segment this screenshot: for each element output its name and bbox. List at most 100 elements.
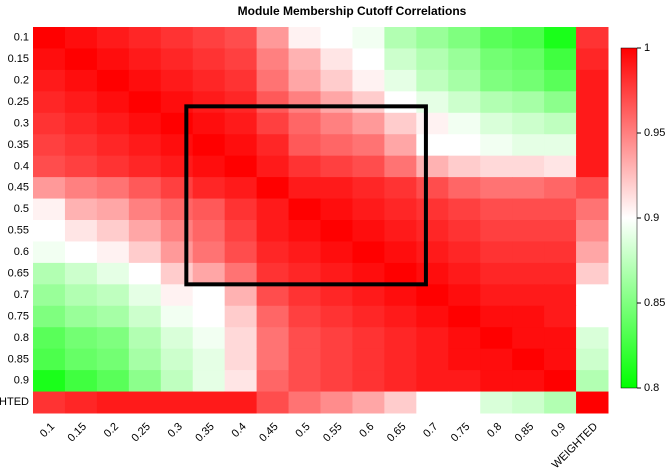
heatmap-cell xyxy=(544,305,577,328)
heatmap-cell xyxy=(352,305,385,328)
heatmap-cell xyxy=(64,262,98,285)
heatmap-cell xyxy=(224,27,258,49)
heatmap-cell xyxy=(33,327,66,350)
heatmap-cell xyxy=(256,48,290,71)
heatmap-cell xyxy=(512,327,545,350)
heatmap-cell xyxy=(288,112,321,135)
heatmap-cell xyxy=(288,69,321,92)
heatmap-cell xyxy=(33,391,66,414)
heatmap-cell xyxy=(128,262,162,285)
heatmap-cell xyxy=(64,177,98,200)
heatmap-cell xyxy=(160,112,194,135)
heatmap-cell xyxy=(256,134,290,157)
y-tick-label: 0.75 xyxy=(8,310,29,322)
heatmap-cell xyxy=(192,91,226,114)
heatmap-cell xyxy=(384,305,417,328)
y-tick-label: 0.65 xyxy=(8,268,29,280)
heatmap-cell xyxy=(576,284,609,307)
heatmap-cell xyxy=(288,262,321,285)
heatmap-cell xyxy=(160,27,194,49)
heatmap-cell xyxy=(448,27,481,49)
heatmap-cell xyxy=(352,112,385,135)
heatmap-cell xyxy=(576,327,609,350)
heatmap-cell xyxy=(320,48,353,71)
heatmap-cell xyxy=(160,370,194,393)
heatmap-cell xyxy=(544,112,577,135)
heatmap-cell xyxy=(288,241,321,264)
heatmap-cell xyxy=(576,27,609,49)
heatmap-cell xyxy=(128,220,162,242)
heatmap-cell xyxy=(128,155,162,178)
heatmap-cell xyxy=(224,370,258,393)
x-tick-label: 0.5 xyxy=(293,421,312,440)
heatmap-cell xyxy=(96,327,130,350)
heatmap-cell xyxy=(352,69,385,92)
heatmap-cell xyxy=(224,91,258,114)
heatmap-cell xyxy=(320,262,353,285)
heatmap-cell xyxy=(320,112,353,135)
heatmap-cell xyxy=(352,27,385,49)
heatmap-cell xyxy=(128,391,162,414)
colorbar-tick-label: 0.8 xyxy=(644,382,659,394)
heatmap-cell xyxy=(416,305,449,328)
heatmap-cell xyxy=(96,27,130,49)
heatmap-cell xyxy=(352,391,385,414)
heatmap-cell xyxy=(416,134,449,157)
heatmap-cell xyxy=(512,48,545,71)
heatmap-cell xyxy=(33,348,66,371)
heatmap-cell xyxy=(576,48,609,71)
heatmap-cell xyxy=(448,262,481,285)
colorbar-tick-label: 0.85 xyxy=(644,297,665,309)
heatmap-cell xyxy=(416,198,449,221)
heatmap-cell xyxy=(544,91,577,114)
colorbar-tick-label: 0.95 xyxy=(644,127,665,139)
heatmap-cell xyxy=(320,327,353,350)
heatmap-cell xyxy=(224,220,258,242)
heatmap-cell xyxy=(288,370,321,393)
heatmap-cell xyxy=(96,241,130,264)
heatmap-cell xyxy=(33,112,66,135)
heatmap-cell xyxy=(544,27,577,49)
heatmap-cell xyxy=(288,305,321,328)
heatmap-cell xyxy=(448,327,481,350)
heatmap-cell xyxy=(480,155,513,178)
heatmap-cell xyxy=(480,241,513,264)
heatmap-cell xyxy=(33,370,66,393)
heatmap-cell xyxy=(416,391,449,414)
heatmap-cell xyxy=(512,155,545,178)
heatmap-cell xyxy=(224,155,258,178)
y-tick-label: 0.2 xyxy=(14,75,29,87)
heatmap-cell xyxy=(96,177,130,200)
heatmap-cell xyxy=(128,348,162,371)
heatmap-cell xyxy=(512,305,545,328)
heatmap-cell xyxy=(256,305,290,328)
heatmap-cell xyxy=(448,241,481,264)
heatmap-cell xyxy=(512,177,545,200)
heatmap-cell xyxy=(576,91,609,114)
heatmap-cell xyxy=(192,134,226,157)
heatmap-cell xyxy=(64,305,98,328)
heatmap-cell xyxy=(96,112,130,135)
heatmap-cell xyxy=(352,155,385,178)
heatmap-cell xyxy=(96,262,130,285)
heatmap-cell xyxy=(160,134,194,157)
heatmap-cell xyxy=(160,284,194,307)
heatmap-cell xyxy=(480,198,513,221)
heatmap-cell xyxy=(576,220,609,242)
heatmap-cell xyxy=(416,69,449,92)
heatmap-cell xyxy=(96,91,130,114)
heatmap-cell xyxy=(448,48,481,71)
heatmap-cell xyxy=(512,262,545,285)
heatmap-cell xyxy=(480,91,513,114)
heatmap-cell xyxy=(448,391,481,414)
heatmap-cell xyxy=(480,305,513,328)
heatmap-cell xyxy=(256,284,290,307)
y-tick-label: 0.15 xyxy=(8,53,29,65)
heatmap-cell xyxy=(256,177,290,200)
heatmap-cell xyxy=(256,112,290,135)
y-tick-label: 0.35 xyxy=(8,139,29,151)
heatmap-cell xyxy=(512,370,545,393)
heatmap-cell xyxy=(576,370,609,393)
heatmap-cell xyxy=(288,284,321,307)
heatmap-cell xyxy=(320,370,353,393)
